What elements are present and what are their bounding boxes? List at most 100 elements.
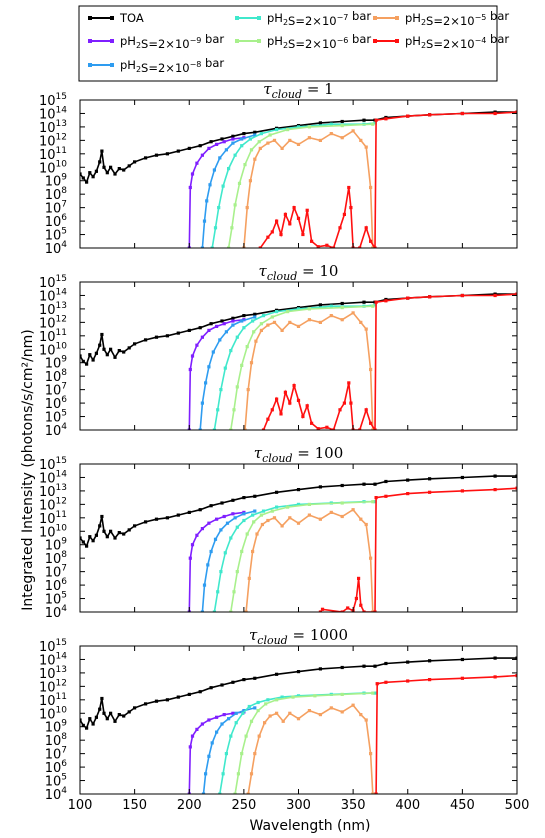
y-tick-label: 1012 [39, 132, 67, 149]
data-point-h4 [331, 246, 336, 248]
series-line-h4 [375, 674, 517, 794]
data-point-h9 [200, 153, 204, 157]
data-point-h4 [283, 212, 287, 216]
plot-frame [79, 463, 518, 613]
data-point-h5 [318, 713, 322, 717]
data-point-h9 [190, 172, 195, 176]
data-point-toa [515, 656, 517, 660]
data-point-toa [209, 504, 213, 508]
data-point-toa [113, 172, 117, 176]
data-point-toa [88, 535, 92, 539]
data-point-h6 [233, 203, 237, 207]
data-point-toa [220, 137, 224, 141]
data-point-h9 [231, 137, 235, 141]
data-point-h4 [288, 401, 292, 405]
data-point-h9 [222, 514, 226, 519]
data-point-toa [165, 516, 169, 520]
data-point-h6 [340, 124, 344, 128]
data-point-h5 [247, 576, 251, 580]
data-point-toa [80, 718, 82, 722]
series-line-h7 [213, 304, 376, 430]
y-tick-label: 1013 [39, 301, 67, 318]
data-point-h4 [374, 496, 378, 500]
legend-marker-h8 [88, 63, 92, 67]
data-point-h5 [266, 518, 270, 523]
data-point-h6 [264, 702, 268, 706]
data-point-h4 [362, 610, 366, 612]
data-point-h7 [296, 502, 301, 506]
data-point-h4 [318, 610, 322, 612]
legend-label-h5: pH2S=2×10−5 bar [405, 9, 509, 28]
data-point-toa [98, 343, 102, 347]
data-point-h5 [272, 516, 277, 520]
panel-2: τcloud = 1010410510610710810910101011101… [39, 262, 518, 439]
data-point-h4 [316, 427, 320, 430]
data-point-h4 [406, 296, 410, 300]
data-point-h7 [233, 153, 237, 157]
data-point-h9 [195, 161, 199, 165]
data-point-h5 [275, 711, 279, 715]
data-point-h4 [346, 606, 350, 610]
data-point-h5 [371, 792, 375, 794]
data-point-h6 [252, 330, 256, 334]
data-point-h4 [288, 222, 292, 226]
panel-series-group [80, 110, 517, 248]
data-point-h5 [263, 721, 267, 725]
series-line-h4 [319, 487, 517, 612]
data-point-h4 [384, 299, 388, 303]
data-point-toa [176, 149, 180, 153]
data-point-h7 [280, 695, 284, 699]
data-point-h6 [229, 610, 233, 612]
data-point-toa [187, 510, 191, 514]
data-point-toa [384, 479, 388, 484]
data-point-h4 [301, 414, 305, 419]
y-tick-label: 1010 [39, 341, 67, 358]
data-point-toa [102, 347, 106, 351]
data-point-h4 [375, 682, 379, 686]
data-point-toa [460, 657, 464, 662]
y-tick-label: 106 [45, 759, 68, 776]
y-tick-label: 106 [45, 395, 68, 412]
series-line-h9 [188, 511, 245, 612]
data-point-h5 [329, 510, 333, 514]
data-point-h5 [253, 752, 257, 756]
data-point-h8 [220, 722, 224, 726]
data-point-h5 [258, 146, 262, 150]
data-point-h8 [212, 168, 216, 172]
y-tick-label: 105 [45, 591, 67, 608]
y-tick-label: 104 [45, 786, 68, 803]
legend-label-h6: pH2S=2×10−6 bar [267, 32, 371, 51]
x-axis-label: Wavelength (nm) [250, 818, 371, 834]
data-point-h9 [188, 185, 192, 190]
data-point-toa [117, 713, 121, 717]
data-point-h6 [232, 590, 236, 594]
panel-3: τcloud = 1001041051061071081091010101110… [39, 444, 518, 621]
y-tick-label: 105 [45, 409, 67, 426]
data-point-toa [176, 513, 180, 517]
data-point-h8 [253, 315, 257, 319]
data-point-toa [102, 711, 106, 715]
panel-title: τcloud = 100 [254, 444, 344, 465]
data-point-h8 [210, 741, 214, 745]
panel-1: τcloud = 1 104105106107108109101010111012… [39, 80, 518, 257]
data-point-h5 [351, 311, 355, 315]
data-point-h4 [460, 676, 464, 680]
data-point-h4 [428, 678, 432, 682]
data-point-h6 [240, 363, 244, 367]
data-point-h4 [275, 397, 279, 401]
data-point-toa [296, 488, 301, 492]
data-point-h6 [245, 345, 249, 349]
data-point-toa [154, 335, 159, 339]
series-line-h8 [201, 510, 255, 612]
data-point-h4 [364, 408, 368, 412]
data-point-h5 [255, 532, 259, 536]
data-point-toa [428, 477, 432, 481]
x-tick-label: 400 [395, 798, 420, 813]
data-point-h5 [340, 318, 344, 322]
legend-marker-h4 [373, 39, 377, 43]
data-point-h5 [371, 428, 375, 430]
data-point-h8 [205, 199, 209, 203]
data-point-toa [362, 118, 366, 122]
data-point-h7 [296, 694, 301, 698]
